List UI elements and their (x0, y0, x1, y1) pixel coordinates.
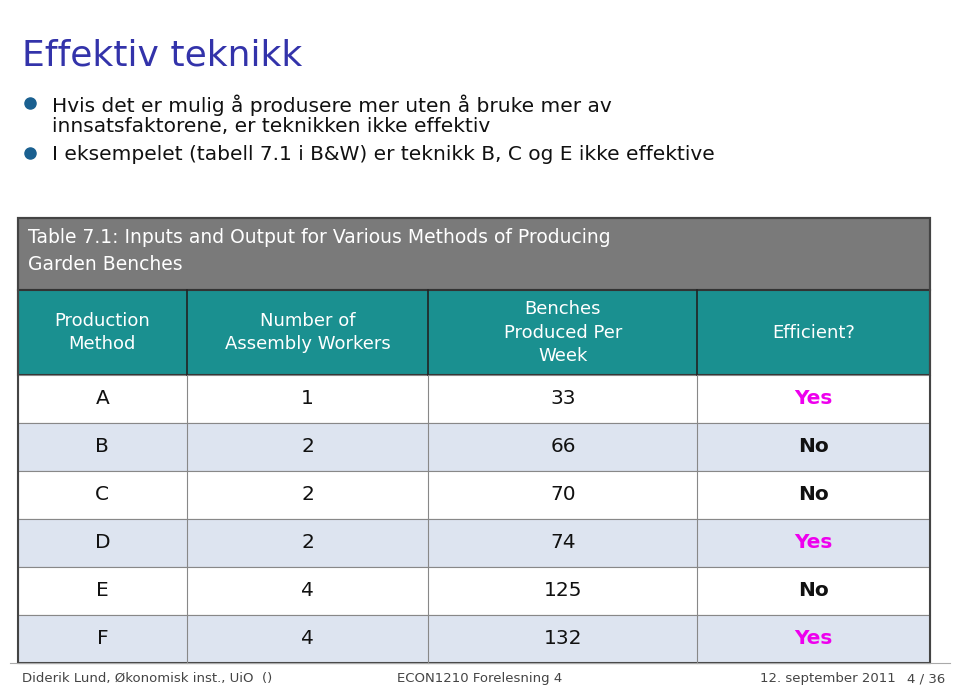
Text: E: E (96, 582, 108, 601)
Text: 2: 2 (301, 486, 314, 505)
Text: Hvis det er mulig å produsere mer uten å bruke mer av: Hvis det er mulig å produsere mer uten å… (52, 95, 612, 116)
Text: I eksempelet (tabell 7.1 i B&W) er teknikk B, C og E ikke effektive: I eksempelet (tabell 7.1 i B&W) er tekni… (52, 145, 715, 164)
Text: Yes: Yes (795, 629, 833, 648)
Bar (18, 615, 930, 663)
Text: No: No (799, 582, 829, 601)
Text: 125: 125 (543, 582, 582, 601)
Text: 2: 2 (301, 533, 314, 552)
Text: innsatsfaktorene, er teknikken ikke effektiv: innsatsfaktorene, er teknikken ikke effe… (52, 117, 491, 136)
Text: 33: 33 (550, 389, 576, 409)
Bar (18, 423, 930, 471)
Text: Yes: Yes (795, 533, 833, 552)
Text: 2: 2 (301, 438, 314, 456)
Text: 66: 66 (550, 438, 576, 456)
Text: B: B (95, 438, 109, 456)
Text: No: No (799, 438, 829, 456)
Text: Production
Method: Production Method (55, 312, 150, 354)
Bar (18, 471, 930, 519)
Text: 4: 4 (301, 629, 314, 648)
Text: ECON1210 Forelesning 4: ECON1210 Forelesning 4 (397, 672, 563, 685)
Text: F: F (97, 629, 108, 648)
Text: C: C (95, 486, 109, 505)
Text: No: No (799, 486, 829, 505)
Text: 4 / 36: 4 / 36 (907, 672, 945, 685)
Bar (18, 519, 930, 567)
Text: Diderik Lund, Økonomisk inst., UiO  (): Diderik Lund, Økonomisk inst., UiO () (22, 672, 273, 685)
Text: Number of
Assembly Workers: Number of Assembly Workers (225, 312, 391, 354)
Bar (18, 218, 930, 290)
Text: Yes: Yes (795, 389, 833, 409)
Text: 70: 70 (550, 486, 576, 505)
Bar (18, 218, 930, 663)
Bar (18, 567, 930, 615)
Text: 4: 4 (301, 582, 314, 601)
Text: A: A (95, 389, 109, 409)
Text: 1: 1 (301, 389, 314, 409)
Bar (18, 290, 930, 375)
Text: 74: 74 (550, 533, 576, 552)
Text: D: D (94, 533, 110, 552)
Text: Effektiv teknikk: Effektiv teknikk (22, 38, 302, 72)
Text: 132: 132 (543, 629, 582, 648)
Bar (18, 375, 930, 423)
Text: Benches
Produced Per
Week: Benches Produced Per Week (504, 300, 622, 365)
Text: Table 7.1: Inputs and Output for Various Methods of Producing
Garden Benches: Table 7.1: Inputs and Output for Various… (28, 228, 611, 274)
Text: Efficient?: Efficient? (772, 323, 855, 342)
Text: 12. september 2011: 12. september 2011 (760, 672, 896, 685)
